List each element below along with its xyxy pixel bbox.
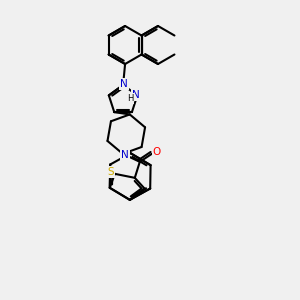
Text: N: N	[121, 150, 129, 160]
Text: O: O	[153, 147, 161, 157]
Text: H: H	[127, 94, 134, 103]
Text: N: N	[133, 90, 140, 100]
Text: S: S	[107, 167, 114, 177]
Text: N: N	[120, 79, 128, 89]
